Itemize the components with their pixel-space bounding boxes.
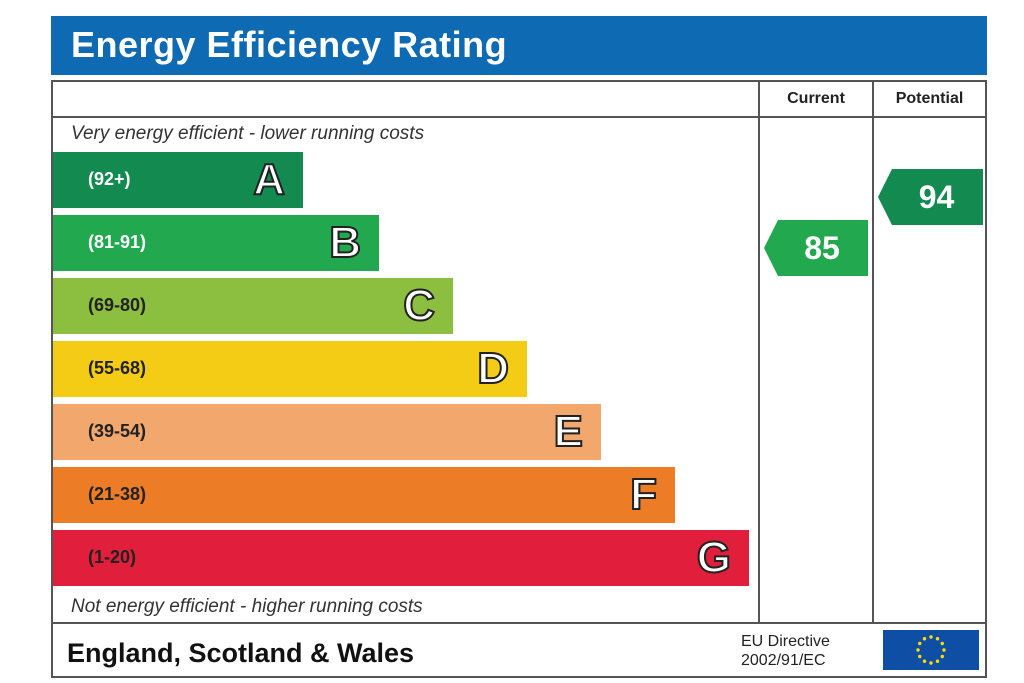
divider-potential <box>872 82 874 624</box>
band-b: (81-91) B <box>53 215 379 271</box>
potential-rating-value: 94 <box>918 178 955 215</box>
footer-rule <box>53 622 985 624</box>
band-f: (21-38) F <box>53 467 675 523</box>
directive-line-2: 2002/91/EC <box>741 652 826 669</box>
column-header-potential: Potential <box>895 90 964 107</box>
eu-star <box>916 648 920 652</box>
eu-star <box>918 641 922 646</box>
band-range-label: (69-80) <box>88 295 147 315</box>
chart-title: Energy Efficiency Rating <box>71 24 508 65</box>
band-letter: C <box>402 281 436 330</box>
eu-star <box>942 648 946 652</box>
band-range-label: (55-68) <box>88 358 147 378</box>
rating-frame: Current Potential Very energy efficient … <box>51 80 987 678</box>
eu-star <box>918 654 922 659</box>
country-label: England, Scotland & Wales <box>67 638 415 668</box>
note-inefficient: Not energy efficient - higher running co… <box>71 596 423 617</box>
eu-star <box>940 641 944 646</box>
band-c: (69-80) C <box>53 278 453 334</box>
band-g: (1-20) G <box>53 530 749 586</box>
eu-star <box>935 637 940 641</box>
note-efficient: Very energy efficient - lower running co… <box>71 123 425 144</box>
divider-current <box>758 82 760 624</box>
band-e: (39-54) E <box>53 404 601 460</box>
band-range-label: (92+) <box>88 169 131 189</box>
band-range-label: (1-20) <box>88 547 137 567</box>
header-rule <box>53 116 985 118</box>
band-a: (92+) A <box>53 152 303 208</box>
band-letter: F <box>629 470 658 519</box>
band-letter: A <box>252 155 286 204</box>
band-letter: E <box>553 407 584 456</box>
directive-line-1: EU Directive <box>741 633 830 650</box>
title-bar: Energy Efficiency Rating <box>51 16 987 75</box>
directive-label: EU Directive 2002/91/EC <box>741 632 830 670</box>
eu-flag-icon <box>883 630 979 670</box>
band-range-label: (21-38) <box>88 484 147 504</box>
band-range-label: (39-54) <box>88 421 147 441</box>
eu-star <box>922 659 927 663</box>
current-rating-value: 85 <box>804 229 840 266</box>
current-rating-arrow: 85 <box>764 220 868 276</box>
eu-star <box>929 635 933 639</box>
column-header-current: Current <box>787 90 845 107</box>
band-letter: G <box>696 533 732 582</box>
band-range-label: (81-91) <box>88 232 147 252</box>
potential-rating-arrow: 94 <box>878 169 983 225</box>
band-letter: D <box>476 344 510 393</box>
band-letter: B <box>328 218 362 267</box>
eu-star <box>935 659 940 663</box>
band-d: (55-68) D <box>53 341 527 397</box>
eu-star <box>929 661 933 665</box>
eu-star <box>922 637 927 641</box>
eu-star <box>940 654 944 659</box>
